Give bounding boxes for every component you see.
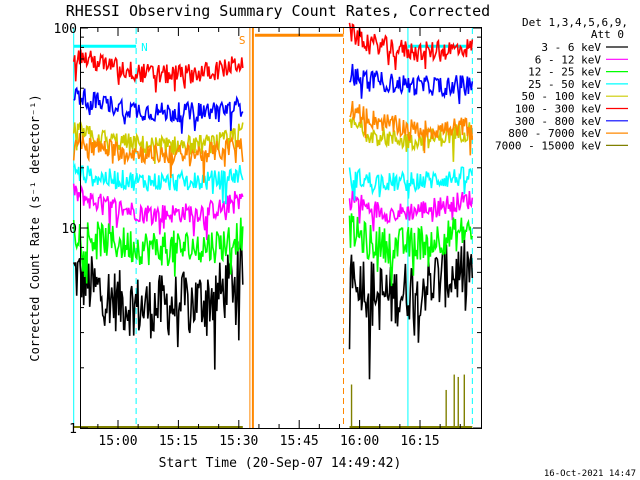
- x-tick-label: 16:00: [340, 434, 379, 449]
- y-tick-label: 10: [61, 222, 77, 237]
- series-trace: [348, 213, 474, 287]
- legend-label: 25 - 50 keV: [528, 78, 601, 91]
- series-trace: [72, 162, 244, 205]
- legend-label: 800 - 7000 keV: [508, 127, 601, 140]
- legend-label: 300 - 800 keV: [515, 115, 601, 128]
- series-trace: [72, 183, 244, 241]
- series-trace: [349, 101, 474, 156]
- series-trace: [348, 63, 474, 105]
- series-trace: [348, 166, 474, 201]
- series-trace: [348, 22, 474, 70]
- legend-label: 100 - 300 keV: [515, 103, 601, 116]
- x-tick-label: 15:45: [280, 434, 319, 449]
- x-tick-label: 15:30: [219, 434, 258, 449]
- x-tick-label: 15:00: [98, 434, 137, 449]
- legend-header-line-1: Det 1,3,4,5,6,9,: [522, 16, 628, 29]
- x-axis-label: Start Time (20-Sep-07 14:49:42): [159, 456, 402, 471]
- x-tick-label: 16:15: [400, 434, 439, 449]
- timestamp: 16-Oct-2021 14:47: [544, 469, 636, 479]
- y-axis-label: Corrected Count Rate (s⁻¹ detector⁻¹): [28, 94, 42, 361]
- y-tick-label: 1: [69, 422, 77, 437]
- legend-label: 12 - 25 keV: [528, 66, 601, 79]
- legend-label: 6 - 12 keV: [535, 53, 602, 66]
- series-trace: [72, 133, 244, 183]
- series-trace: [72, 238, 244, 370]
- legend-label: 3 - 6 keV: [541, 41, 601, 54]
- series-trace: [73, 86, 244, 134]
- annotation-n: N: [141, 41, 148, 54]
- annotation-s: S: [239, 34, 246, 47]
- y-tick-label: 100: [54, 22, 77, 37]
- series-trace: [72, 49, 244, 93]
- chart-title: RHESSI Observing Summary Count Rates, Co…: [66, 2, 490, 20]
- legend-label: 50 - 100 keV: [522, 90, 602, 103]
- legend-header-line-2: Att 0: [591, 28, 624, 41]
- plot-area: NS: [72, 22, 474, 428]
- legend-label: 7000 - 15000 keV: [495, 139, 601, 152]
- x-tick-label: 15:15: [159, 434, 198, 449]
- series-trace: [72, 217, 244, 284]
- series-trace: [348, 189, 474, 232]
- axes: 15:00 15:15 15:30 15:45 16:00 16:15 1 10 100: [54, 22, 481, 449]
- series-trace: [348, 239, 474, 380]
